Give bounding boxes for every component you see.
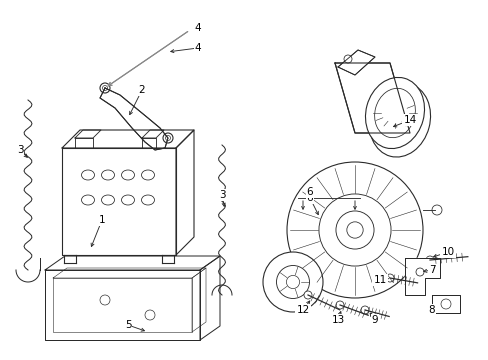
Ellipse shape [121,170,134,180]
Text: 5: 5 [124,320,131,330]
Text: 14: 14 [403,115,416,125]
Polygon shape [404,258,439,295]
Polygon shape [431,295,459,313]
Ellipse shape [141,195,154,205]
Text: 2: 2 [139,85,145,95]
Text: 13: 13 [331,315,344,325]
Circle shape [360,306,368,314]
Ellipse shape [374,88,414,138]
Text: 8: 8 [428,305,434,315]
Text: 4: 4 [194,23,201,33]
Circle shape [425,256,433,264]
Circle shape [318,194,390,266]
Circle shape [431,205,441,215]
Circle shape [343,55,351,63]
Text: 6: 6 [306,187,313,197]
Text: 1: 1 [99,215,105,225]
Circle shape [286,162,422,298]
Circle shape [304,291,311,299]
Circle shape [100,295,110,305]
Circle shape [163,133,173,143]
Polygon shape [100,88,168,150]
Circle shape [100,83,110,93]
Circle shape [440,299,450,309]
Text: 10: 10 [441,247,454,257]
Ellipse shape [365,77,424,149]
Circle shape [346,222,363,238]
Ellipse shape [81,195,94,205]
Circle shape [165,135,170,140]
Text: 3: 3 [17,145,23,155]
Text: 4: 4 [194,43,201,53]
Polygon shape [337,50,374,75]
Circle shape [385,274,393,282]
Circle shape [415,268,423,276]
Circle shape [263,252,323,312]
Text: 6: 6 [306,193,313,203]
Text: 7: 7 [428,265,434,275]
Circle shape [335,301,343,309]
Polygon shape [334,63,409,133]
Ellipse shape [81,170,94,180]
Ellipse shape [141,170,154,180]
Ellipse shape [102,195,114,205]
Circle shape [145,310,155,320]
Ellipse shape [102,170,114,180]
Circle shape [286,275,299,289]
Ellipse shape [121,195,134,205]
Circle shape [335,211,373,249]
Circle shape [102,85,107,90]
Text: 12: 12 [296,305,309,315]
Text: 9: 9 [371,315,378,325]
Text: 3: 3 [218,190,225,200]
Circle shape [276,265,309,298]
Text: 11: 11 [373,275,386,285]
Ellipse shape [369,83,429,157]
